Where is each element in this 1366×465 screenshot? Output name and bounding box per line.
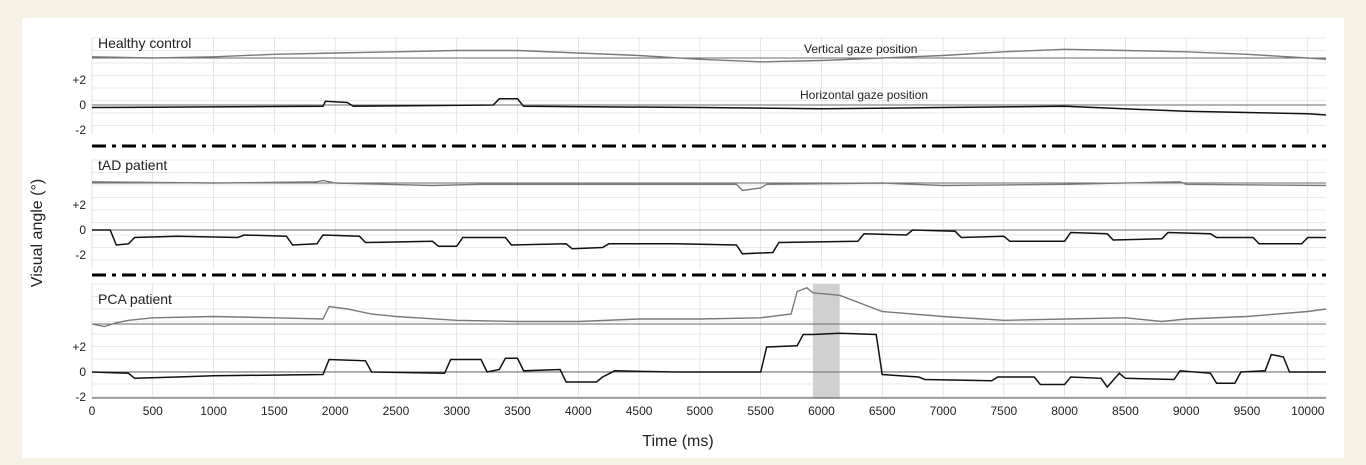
y-tick-label: -2 <box>75 248 86 262</box>
y-tick-label: -2 <box>75 123 86 137</box>
y-tick-label: +2 <box>72 198 86 212</box>
x-tick-label: 7000 <box>930 404 957 418</box>
x-tick-label: 5000 <box>687 404 714 418</box>
x-tick-label: 9500 <box>1234 404 1261 418</box>
x-tick-label: 2500 <box>383 404 410 418</box>
y-tick-label: -2 <box>75 390 86 404</box>
x-tick-label: 5500 <box>747 404 774 418</box>
annotation-horizontal: Horizontal gaze position <box>800 88 928 102</box>
x-tick-label: 6500 <box>869 404 896 418</box>
x-tick-label: 500 <box>143 404 163 418</box>
horizontal-gaze-series <box>91 98 1327 116</box>
gaze-chart: +20-2+20-2+20-2 0 500 1000 1500 2000 2500 3000… <box>29 35 1327 450</box>
x-tick-label: 10000 <box>1291 404 1325 418</box>
x-tick-label: 4000 <box>565 404 592 418</box>
panel-label-tad: tAD patient <box>98 157 167 173</box>
y-tick-label: +2 <box>72 73 86 87</box>
y-tick-label: +2 <box>72 340 86 354</box>
x-tick-label: 9000 <box>1173 404 1200 418</box>
baselines <box>92 57 1326 373</box>
x-tick-label: 3500 <box>504 404 531 418</box>
y-tick-label: 0 <box>79 365 86 379</box>
panel-label-healthy: Healthy control <box>98 35 191 51</box>
x-axis-title: Time (ms) <box>642 433 713 450</box>
x-tick-label: 0 <box>89 404 96 418</box>
x-tick-label: 7500 <box>990 404 1017 418</box>
x-tick-label: 6000 <box>808 404 835 418</box>
vertical-gaze-series <box>91 287 1327 328</box>
x-tick-label: 8000 <box>1051 404 1078 418</box>
panel-label-pca: PCA patient <box>98 291 172 307</box>
vertical-gaze-series <box>91 179 1327 192</box>
x-tick-labels: 0 500 1000 1500 2000 2500 3000 3500 4000 4500 5000… <box>89 397 1326 418</box>
annotation-vertical: Vertical gaze position <box>804 42 917 56</box>
horizontal-gaze-series <box>91 332 1326 389</box>
y-tick-label: 0 <box>79 223 86 237</box>
y-axis-title: Visual angle (°) <box>29 179 46 287</box>
x-tick-label: 1500 <box>261 404 288 418</box>
x-tick-label: 1000 <box>200 404 227 418</box>
x-tick-label: 8500 <box>1112 404 1139 418</box>
vertical-gaze-series <box>91 48 1327 63</box>
panel-separators <box>92 144 1326 277</box>
horizontal-gaze-series <box>92 229 1326 255</box>
y-tick-labels: +2 0 -2 +2 0 -2 +2 0 -2 <box>72 73 86 404</box>
shaded-region <box>812 284 840 398</box>
shaded-region-group <box>812 284 840 398</box>
x-tick-label: 3000 <box>443 404 470 418</box>
x-tick-label: 4500 <box>626 404 653 418</box>
series-group <box>91 48 1327 389</box>
figure-frame: +2 0 -2 +2 0 -2 +2 0 -2 0 500 1000 1500 2000 2500 3000… <box>22 18 1344 458</box>
y-tick-label: 0 <box>79 98 86 112</box>
grid-lines <box>91 37 1326 398</box>
x-tick-label: 2000 <box>322 404 349 418</box>
